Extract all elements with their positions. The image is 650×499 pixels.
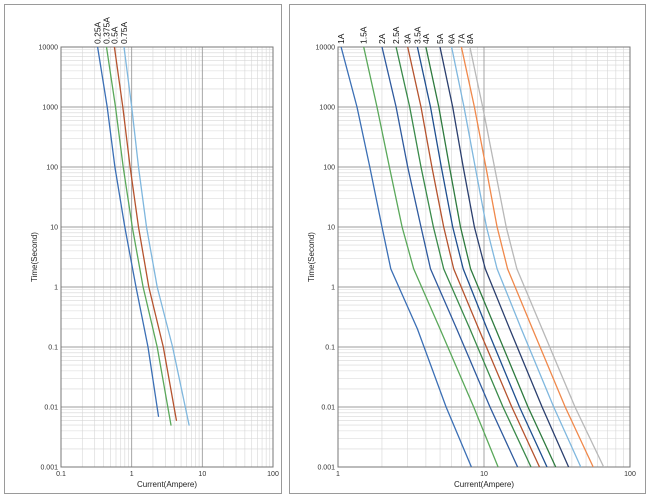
right-series-line-2-5a <box>395 47 532 467</box>
left-y-tick-label: 0.001 <box>40 465 58 472</box>
right-y-tick-label: 1 <box>331 285 335 292</box>
left-y-tick-label: 0.01 <box>44 405 58 412</box>
right-y-tick-label: 10 <box>327 225 335 232</box>
left-series-group <box>96 47 190 426</box>
right-plot-frame <box>337 46 631 468</box>
left-series-label-0-375a: 0.375A <box>101 17 111 44</box>
right-y-tick-label: 1000 <box>319 105 335 112</box>
right-series-line-7a <box>460 47 594 467</box>
right-series-line-5a <box>439 47 570 467</box>
right-series-line-4a <box>425 47 557 467</box>
left-x-tick-label: 100 <box>267 471 279 478</box>
right-series-label-6a: 6A <box>447 33 457 44</box>
right-series-line-1a <box>340 47 473 467</box>
left-series-label-0-25a: 0.25A <box>93 21 103 44</box>
right-series-group <box>340 47 605 467</box>
right-series-line-3a <box>407 47 541 467</box>
right-x-tick-label: 100 <box>624 471 636 478</box>
left-fuse-curve-chart: 0.001 0.01 0.1 1 10 100 1000 10000 0.1 1 10 100 Curr… <box>30 17 279 489</box>
left-y-tick-label: 100 <box>46 165 58 172</box>
right-series-line-1-5a <box>363 47 499 467</box>
left-chart-panel: 0.001 0.01 0.1 1 10 100 1000 10000 0.1 1 10 100 Curr… <box>4 4 282 494</box>
left-series-label-0-75a: 0.75A <box>119 21 129 44</box>
left-x-tick-label: 1 <box>130 471 134 478</box>
right-y-tick-label: 10000 <box>316 45 336 52</box>
right-series-label-3-5a: 3.5A <box>412 26 422 44</box>
right-series-line-8a <box>469 47 605 467</box>
right-series-label-1-5a: 1.5A <box>359 26 369 44</box>
right-series-line-6a <box>450 47 582 467</box>
right-chart-panel: 0.001 0.01 0.1 1 10 100 1000 10000 1 10 100 Current… <box>289 4 646 494</box>
left-y-tick-label: 10000 <box>39 45 59 52</box>
right-series-label-8a: 8A <box>465 33 475 44</box>
left-plot-frame <box>60 46 274 468</box>
right-y-tick-label: 0.1 <box>325 345 335 352</box>
right-x-tick-label: 1 <box>336 471 340 478</box>
right-x-tick-label: 10 <box>480 471 488 478</box>
left-x-tick-label: 10 <box>198 471 206 478</box>
right-fuse-curve-chart: 0.001 0.01 0.1 1 10 100 1000 10000 1 10 100 Current… <box>307 26 636 489</box>
right-series-line-3-5a <box>416 47 548 467</box>
right-series-label-4a: 4A <box>421 33 431 44</box>
right-y-tick-label: 100 <box>323 165 335 172</box>
right-series-line-2a <box>381 47 519 467</box>
left-y-tick-label: 10 <box>50 225 58 232</box>
left-y-tick-label: 1000 <box>42 105 58 112</box>
right-series-label-5a: 5A <box>435 33 445 44</box>
left-y-tick-label: 0.1 <box>48 345 58 352</box>
right-series-label-2-5a: 2.5A <box>391 26 401 44</box>
right-series-label-2a: 2A <box>377 33 387 44</box>
right-y-tick-label: 0.001 <box>317 465 335 472</box>
right-grid <box>337 46 631 468</box>
left-series-line-0-375a <box>105 47 172 426</box>
right-y-axis-label: Time(Second) <box>307 232 316 282</box>
left-series-label-0-5a: 0.5A <box>109 26 119 44</box>
left-y-axis-label: Time(Second) <box>30 232 39 282</box>
right-series-label-3a: 3A <box>403 33 413 44</box>
left-series-line-0-5a <box>113 47 178 421</box>
right-x-axis-label: Current(Ampere) <box>454 480 514 489</box>
left-series-line-0-75a <box>123 47 190 426</box>
right-series-label-1a: 1A <box>336 33 346 44</box>
left-x-axis-label: Current(Ampere) <box>137 480 197 489</box>
right-series-label-7a: 7A <box>456 33 466 44</box>
right-y-tick-label: 0.01 <box>321 405 335 412</box>
left-x-tick-label: 0.1 <box>56 471 66 478</box>
left-y-tick-label: 1 <box>54 285 58 292</box>
left-series-line-0-25a <box>96 47 160 417</box>
